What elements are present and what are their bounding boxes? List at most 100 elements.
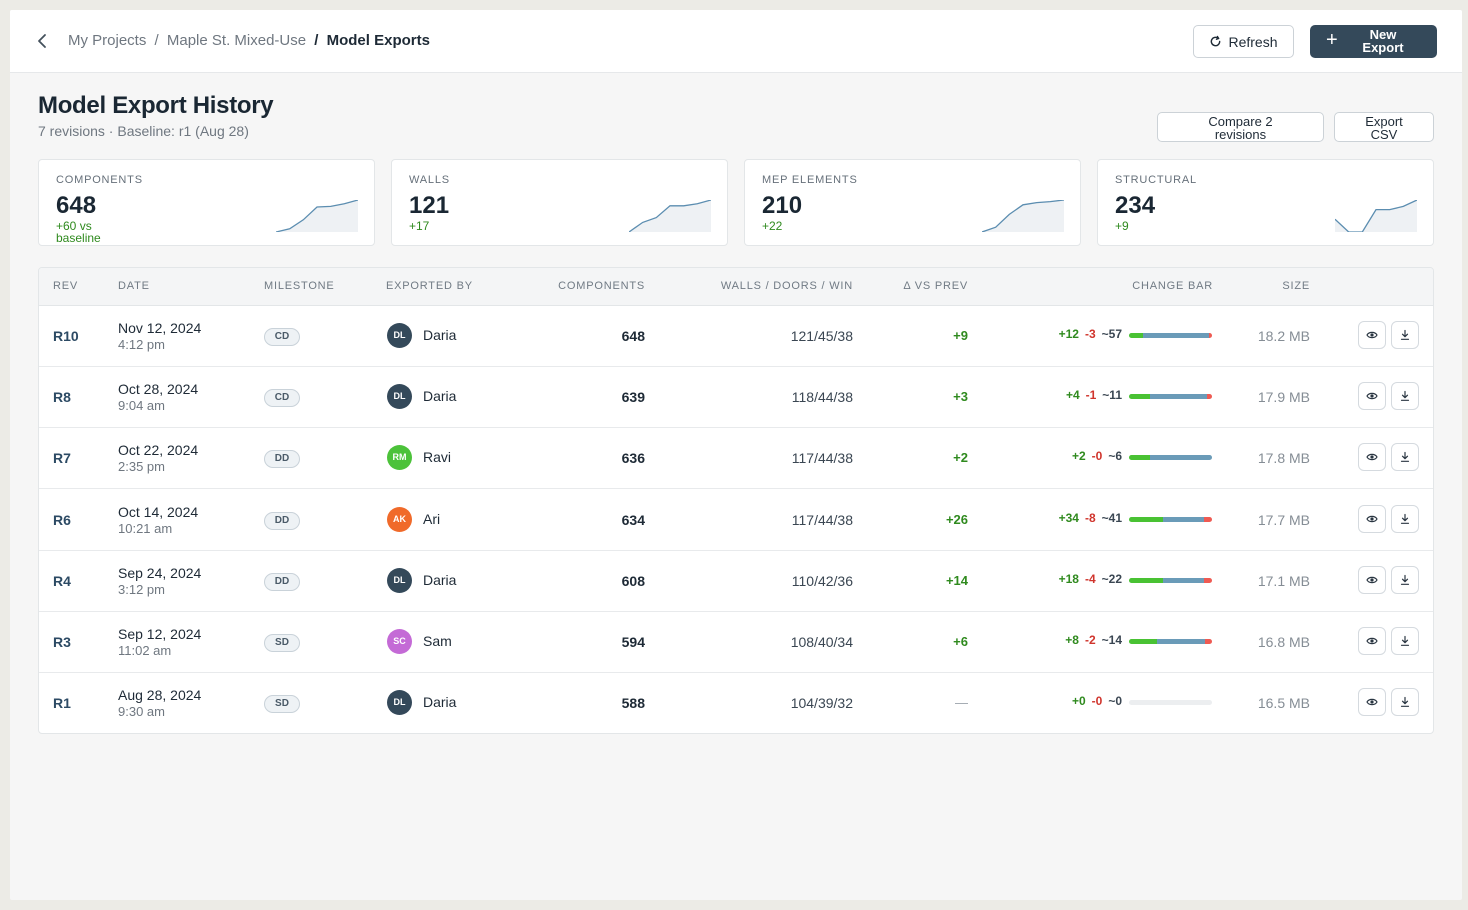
download-button[interactable] <box>1391 627 1419 655</box>
modified-count: ~57 <box>1101 327 1122 341</box>
download-icon <box>1400 513 1410 524</box>
components-count: 608 <box>621 572 645 589</box>
sparkline-area <box>276 200 358 232</box>
export-date: Aug 28, 2024 <box>118 687 202 704</box>
change-bar-modified <box>1149 394 1207 400</box>
stat-label: COMPONENTS <box>56 174 143 186</box>
header-delta-prev: Δ VS PREV <box>903 280 968 292</box>
back-button[interactable] <box>34 30 52 52</box>
revision-id: R6 <box>53 511 71 528</box>
view-button[interactable] <box>1358 443 1386 472</box>
view-button[interactable] <box>1358 565 1386 594</box>
removed-count: -0 <box>1091 449 1103 464</box>
removed-count: -0 <box>1091 694 1103 709</box>
added-count: +0 <box>1071 694 1086 709</box>
view-button[interactable] <box>1358 382 1386 411</box>
new-export-button[interactable]: + New Export <box>1310 25 1437 58</box>
download-button[interactable] <box>1391 382 1419 411</box>
stat-card-walls: WALLS 121 +17 <box>391 159 728 246</box>
stat-label: MEP ELEMENTS <box>762 174 858 186</box>
table-row[interactable]: R8 Oct 28, 2024 9:04 am CD DL Daria 639 118/44/… <box>39 367 1433 429</box>
sparkline-line <box>629 200 711 232</box>
change-bar-modified <box>1142 333 1209 338</box>
eye-icon <box>1366 576 1378 584</box>
components-count: 594 <box>621 634 645 650</box>
stat-label: WALLS <box>409 174 450 186</box>
table-row[interactable]: R10 Nov 12, 2024 4:12 pm CD DL Daria 648 121/45… <box>39 306 1433 367</box>
export-date: Oct 14, 2024 <box>118 503 199 520</box>
change-bar-removed <box>1205 639 1212 644</box>
removed-count: -1 <box>1085 388 1097 403</box>
download-icon <box>1400 635 1410 646</box>
eye-icon <box>1366 698 1378 706</box>
delta-vs-prev: +9 <box>953 328 968 343</box>
change-counts: +18 -4 ~22 <box>1059 572 1122 586</box>
download-button[interactable] <box>1391 504 1419 533</box>
revision-id: R10 <box>53 328 79 344</box>
file-size: 17.8 MB <box>1257 450 1310 467</box>
compare-revisions-button[interactable]: Compare 2 revisions <box>1157 112 1324 142</box>
eye-icon <box>1366 331 1378 339</box>
modified-count: ~41 <box>1101 510 1122 525</box>
change-bar-added <box>1129 394 1150 400</box>
walls-doors-windows: 104/39/32 <box>790 695 853 712</box>
breadcrumb-project[interactable]: Maple St. Mixed-Use <box>166 32 307 49</box>
components-count: 636 <box>621 450 645 467</box>
table-row[interactable]: R7 Oct 22, 2024 2:35 pm DD RM Ravi 636 117/44/3… <box>39 428 1433 490</box>
avatar: DL <box>387 690 412 716</box>
view-button[interactable] <box>1358 504 1386 533</box>
header-milestone: MILESTONE <box>264 280 335 292</box>
download-button[interactable] <box>1391 688 1419 717</box>
refresh-button[interactable]: Refresh <box>1193 25 1294 58</box>
change-bar-modified <box>1149 455 1212 461</box>
download-button[interactable] <box>1391 443 1419 472</box>
stat-delta: +60 vs baseline <box>56 220 128 244</box>
table-row[interactable]: R3 Sep 12, 2024 11:02 am SD SC Sam 594 108/40/3… <box>39 612 1433 673</box>
download-button[interactable] <box>1391 321 1419 349</box>
refresh-icon <box>1211 35 1221 47</box>
table-row[interactable]: R6 Oct 14, 2024 10:21 am DD AK Ari 634 117/44/3… <box>39 490 1433 551</box>
delta-vs-prev: +14 <box>945 572 968 588</box>
exported-by-name: Daria <box>423 327 457 343</box>
download-button[interactable] <box>1391 565 1419 594</box>
refresh-label: Refresh <box>1228 33 1278 50</box>
exported-by-name: Daria <box>423 571 457 588</box>
sparkline-line <box>982 200 1064 232</box>
avatar: DL <box>387 323 412 348</box>
page-title: Model Export History <box>38 92 274 119</box>
header-date: DATE <box>118 280 150 292</box>
breadcrumb-separator: / <box>154 32 159 49</box>
avatar: SC <box>387 629 412 654</box>
eye-icon <box>1366 515 1378 522</box>
view-button[interactable] <box>1358 321 1386 349</box>
delta-vs-prev: +3 <box>953 389 968 405</box>
file-size: 17.1 MB <box>1257 572 1310 589</box>
export-date: Nov 12, 2024 <box>118 320 202 336</box>
walls-doors-windows: 121/45/38 <box>790 328 853 344</box>
export-csv-button[interactable]: Export CSV <box>1334 112 1434 142</box>
avatar: DL <box>387 567 412 593</box>
stat-delta: +9 <box>1115 220 1187 232</box>
table-row[interactable]: R1 Aug 28, 2024 9:30 am SD DL Daria 588 104/39/… <box>39 673 1433 733</box>
breadcrumb-my-projects[interactable]: My Projects <box>68 32 147 49</box>
stat-card-mep-elements: MEP ELEMENTS 210 +22 <box>744 159 1081 246</box>
view-button[interactable] <box>1358 688 1386 717</box>
change-bar <box>1129 639 1212 644</box>
removed-count: -8 <box>1084 510 1096 525</box>
file-size: 17.9 MB <box>1257 389 1310 406</box>
change-counts: +0 -0 ~0 <box>1072 694 1122 708</box>
change-bar-removed <box>1204 516 1212 522</box>
export-time: 10:21 am <box>118 520 173 536</box>
page-subtitle: 7 revisions · Baseline: r1 (Aug 28) <box>38 123 249 139</box>
header-walls-doors-win: WALLS / DOORS / WIN <box>720 280 853 292</box>
change-bar <box>1129 333 1212 338</box>
change-bar-removed <box>1206 394 1212 400</box>
stat-value: 210 <box>762 192 803 219</box>
table-row[interactable]: R4 Sep 24, 2024 3:12 pm DD DL Daria 608 110/42/… <box>39 551 1433 612</box>
stat-card-structural: STRUCTURAL 234 +9 <box>1097 159 1434 246</box>
view-button[interactable] <box>1358 627 1386 655</box>
change-bar-added <box>1129 639 1157 644</box>
revision-id: R7 <box>53 450 71 467</box>
header-exported-by: EXPORTED BY <box>386 280 473 292</box>
sparkline-line <box>1335 200 1417 232</box>
